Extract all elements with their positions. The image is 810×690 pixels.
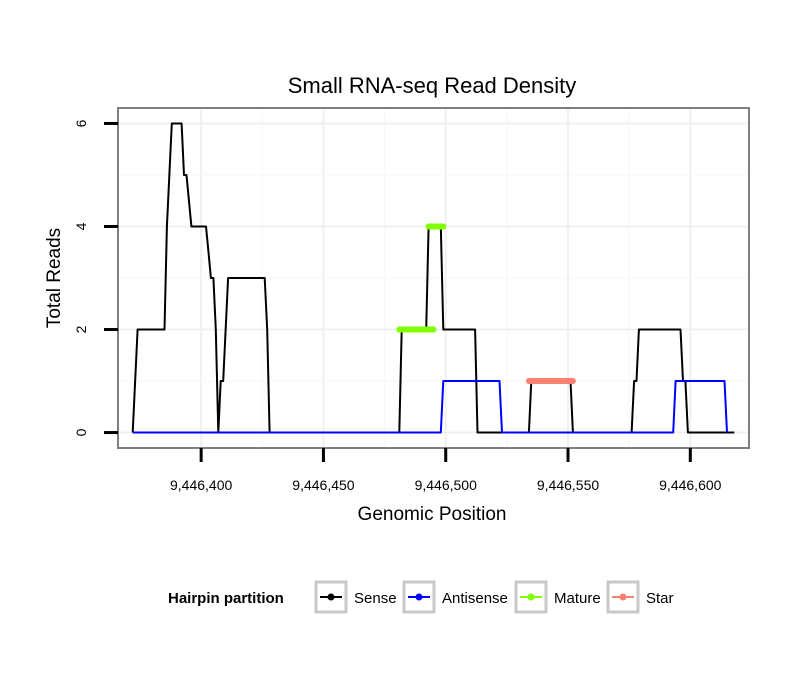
x-tick-label: 9,446,450 bbox=[292, 477, 354, 493]
y-tick-label: 0 bbox=[73, 428, 89, 436]
legend-dot-antisense bbox=[415, 593, 423, 601]
y-tick-label: 6 bbox=[73, 119, 89, 127]
chart-title: Small RNA-seq Read Density bbox=[288, 73, 577, 98]
y-tick-label: 2 bbox=[73, 325, 89, 333]
legend-label-antisense: Antisense bbox=[442, 590, 508, 607]
legend-label-sense: Sense bbox=[354, 590, 397, 607]
y-tick-label: 4 bbox=[73, 222, 89, 230]
axes: 9,446,400 9,446,450 9,446,500 9,446,550 9,44… bbox=[73, 119, 722, 493]
legend-dot-mature bbox=[527, 593, 535, 601]
legend-label-mature: Mature bbox=[554, 590, 601, 607]
plot-series bbox=[131, 122, 735, 434]
legend-dot-star bbox=[619, 593, 627, 601]
x-axis-title: Genomic Position bbox=[358, 504, 507, 525]
antisense-series-line bbox=[132, 380, 728, 434]
x-tick-label: 9,446,550 bbox=[537, 477, 599, 493]
legend-title: Hairpin partition bbox=[168, 590, 284, 607]
panel-border bbox=[117, 107, 750, 449]
y-axis-title: Total Reads bbox=[44, 228, 65, 328]
x-tick-label: 9,446,500 bbox=[415, 477, 477, 493]
legend: Hairpin partition Sense Antisense Mature St… bbox=[168, 580, 674, 614]
legend-label-star: Star bbox=[646, 590, 674, 607]
x-tick-label: 9,446,600 bbox=[659, 477, 721, 493]
legend-dot-sense bbox=[327, 593, 335, 601]
x-tick-label: 9,446,400 bbox=[170, 477, 232, 493]
